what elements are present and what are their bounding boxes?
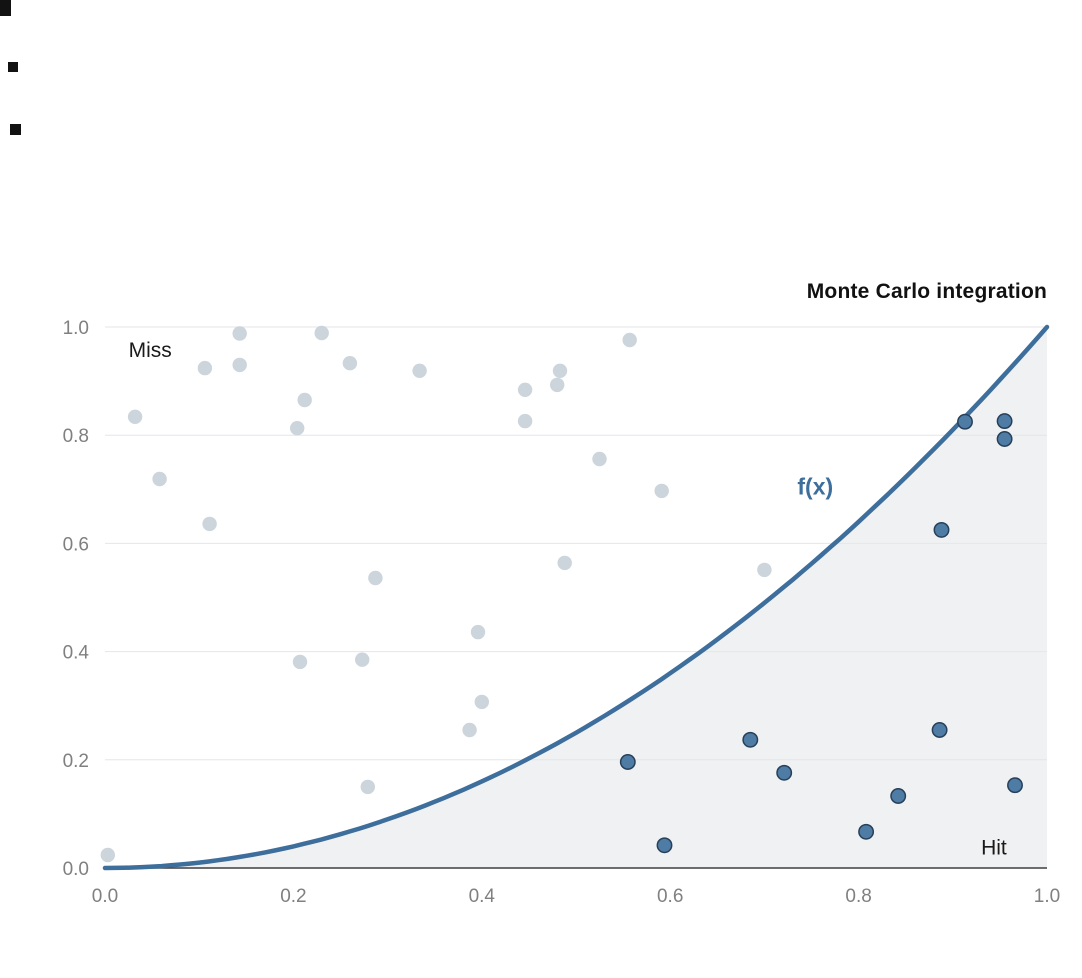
y-tick-label: 0.6 xyxy=(63,534,89,555)
y-tick-label: 0.4 xyxy=(63,643,90,664)
y-tick-label: 0.2 xyxy=(63,751,89,772)
point-miss xyxy=(757,562,772,578)
y-tick-label: 0.0 xyxy=(63,859,89,880)
point-hit xyxy=(996,431,1013,447)
annotation-fx: f(x) xyxy=(797,474,833,500)
point-miss xyxy=(127,409,143,424)
x-tick-label: 0.6 xyxy=(657,886,683,907)
point-hit xyxy=(776,764,793,781)
x-tick-label: 0.0 xyxy=(92,886,118,907)
point-miss xyxy=(232,357,247,373)
point-miss xyxy=(202,516,217,532)
point-hit xyxy=(1007,777,1023,794)
point-miss xyxy=(552,363,568,378)
point-miss xyxy=(297,392,312,408)
point-miss xyxy=(557,555,572,571)
point-miss xyxy=(622,332,637,348)
y-tick-label: 0.8 xyxy=(63,426,89,447)
point-miss xyxy=(474,694,489,710)
bullet-square-icon xyxy=(10,124,21,135)
point-miss xyxy=(470,624,486,640)
x-tick-label: 0.4 xyxy=(469,886,496,907)
bullet-square-icon xyxy=(0,0,11,16)
point-miss xyxy=(197,360,213,376)
point-miss xyxy=(152,471,167,487)
point-miss xyxy=(290,421,305,436)
point-hit xyxy=(957,413,973,430)
area-under-curve xyxy=(105,327,1047,868)
point-hit xyxy=(742,731,759,748)
point-miss xyxy=(232,326,247,341)
point-miss xyxy=(462,722,477,738)
point-miss xyxy=(592,451,607,467)
point-hit xyxy=(858,823,875,840)
y-tick-label: 1.0 xyxy=(63,318,89,339)
point-miss xyxy=(100,847,116,863)
point-miss xyxy=(342,356,358,371)
point-miss xyxy=(517,413,533,429)
point-miss xyxy=(517,382,533,397)
annotation-hit: Hit xyxy=(981,837,1007,860)
point-miss xyxy=(412,363,427,378)
point-hit xyxy=(931,722,948,738)
curve-fx xyxy=(102,324,1050,871)
point-hit xyxy=(619,754,636,770)
point-miss xyxy=(314,325,329,341)
point-hit xyxy=(656,837,673,854)
point-hit xyxy=(890,788,907,804)
point-hit xyxy=(996,413,1013,430)
point-miss xyxy=(360,779,375,795)
point-miss xyxy=(355,652,370,667)
point-miss xyxy=(550,377,565,393)
point-miss xyxy=(368,570,383,586)
chart-title: Monte Carlo integration xyxy=(806,280,1047,303)
x-tick-label: 0.2 xyxy=(280,886,306,907)
x-tick-label: 0.8 xyxy=(845,886,871,907)
point-miss xyxy=(654,483,669,499)
point-hit xyxy=(933,521,950,538)
bullet-square-icon xyxy=(8,62,18,72)
annotation-miss: Miss xyxy=(129,339,172,362)
point-miss xyxy=(292,654,308,670)
x-tick-label: 1.0 xyxy=(1034,886,1060,907)
